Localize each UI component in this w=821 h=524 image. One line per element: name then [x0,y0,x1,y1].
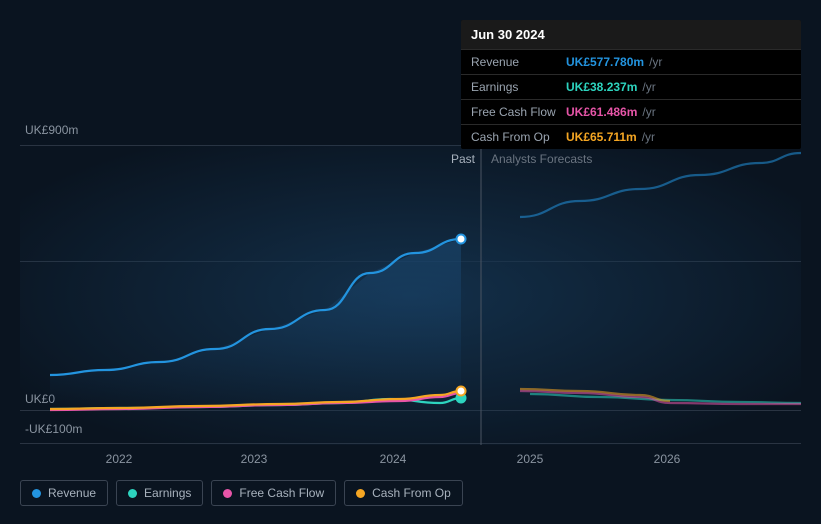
x-axis-label: 2022 [106,452,133,466]
legend-swatch [32,489,41,498]
legend-label: Cash From Op [372,486,451,500]
x-axis-label: 2026 [654,452,681,466]
forecast-label: Analysts Forecasts [491,152,592,166]
tooltip-row-value: UK£61.486m [566,105,637,119]
tooltip-row-label: Revenue [471,55,566,69]
tooltip: Jun 30 2024 RevenueUK£577.780m/yrEarning… [461,20,801,149]
chart-container: UK£900mUK£0-UK£100m Past Analysts Foreca… [0,0,821,524]
legend-label: Free Cash Flow [239,486,324,500]
legend-item[interactable]: Free Cash Flow [211,480,336,506]
tooltip-row-value: UK£577.780m [566,55,644,69]
legend-item[interactable]: Revenue [20,480,108,506]
y-axis-label: UK£900m [25,123,78,137]
tooltip-row-label: Cash From Op [471,130,566,144]
tooltip-row: Free Cash FlowUK£61.486m/yr [461,99,801,124]
past-label: Past [451,152,475,166]
legend-swatch [356,489,365,498]
x-axis-label: 2023 [241,452,268,466]
tooltip-row-value: UK£65.711m [566,130,637,144]
plot-area[interactable] [20,145,801,445]
legend-label: Revenue [48,486,96,500]
tooltip-row-unit: /yr [649,55,662,69]
legend-label: Earnings [144,486,191,500]
tooltip-row-unit: /yr [642,80,655,94]
legend-item[interactable]: Earnings [116,480,203,506]
tooltip-row-label: Free Cash Flow [471,105,566,119]
x-axis-label: 2024 [380,452,407,466]
legend-swatch [128,489,137,498]
tooltip-row-value: UK£38.237m [566,80,637,94]
legend-item[interactable]: Cash From Op [344,480,463,506]
tooltip-row-label: Earnings [471,80,566,94]
tooltip-row: RevenueUK£577.780m/yr [461,49,801,74]
tooltip-row: EarningsUK£38.237m/yr [461,74,801,99]
legend-swatch [223,489,232,498]
tooltip-row: Cash From OpUK£65.711m/yr [461,124,801,149]
x-axis-label: 2025 [517,452,544,466]
legend: Revenue Earnings Free Cash Flow Cash From O… [20,480,463,506]
tooltip-title: Jun 30 2024 [461,20,801,49]
tooltip-row-unit: /yr [642,130,655,144]
tooltip-row-unit: /yr [642,105,655,119]
